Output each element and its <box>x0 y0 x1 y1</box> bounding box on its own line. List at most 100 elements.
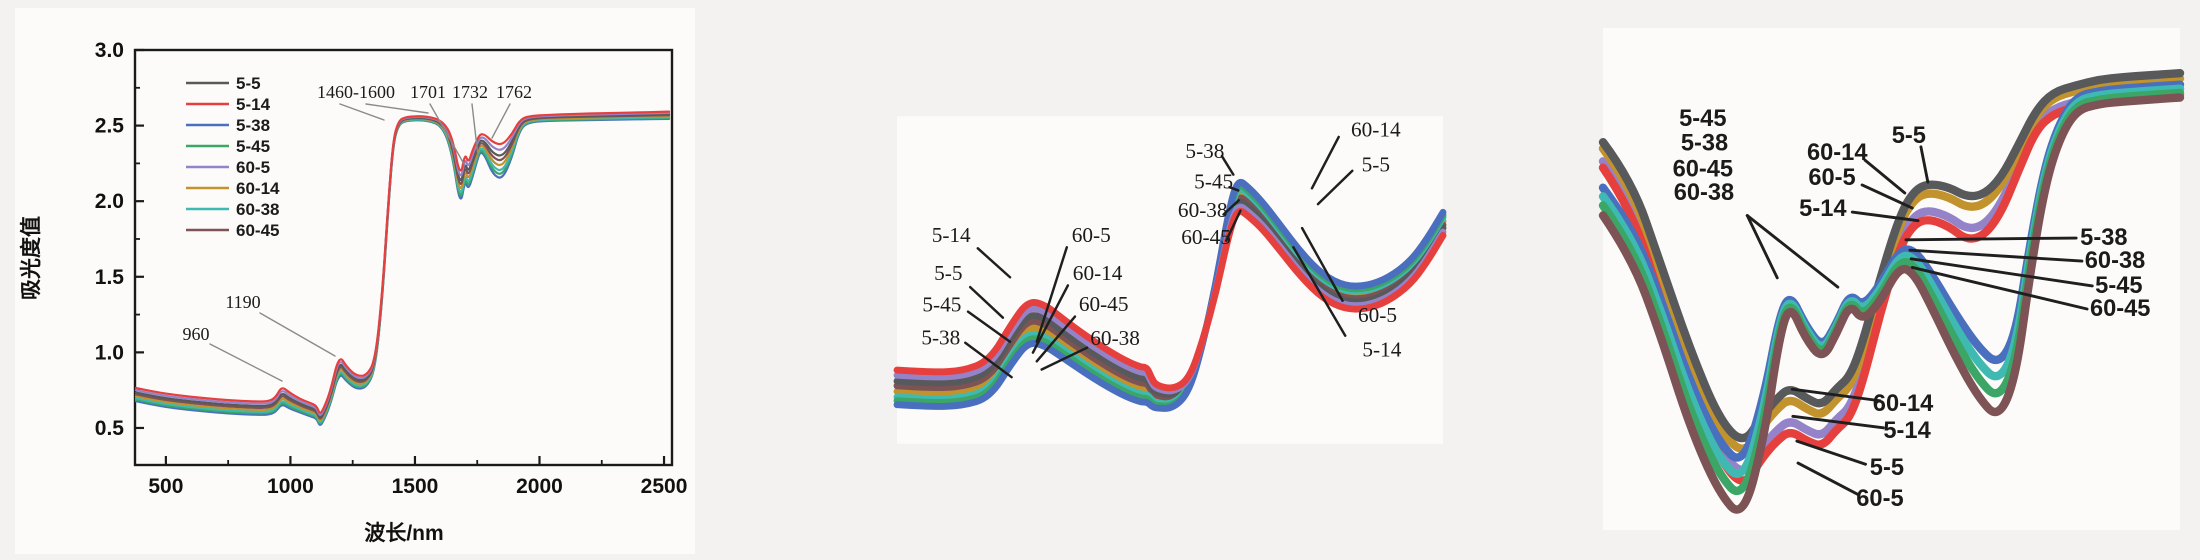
callout-leader-line <box>1220 154 1235 176</box>
callout-label: 60-14 <box>1351 117 1401 141</box>
callout-leader-line <box>1745 214 1779 280</box>
callout-label: 60-38 <box>1178 198 1228 222</box>
axes-frame <box>133 48 674 467</box>
callout-leader-line <box>968 285 1005 319</box>
callout-leader-line <box>1292 246 1347 337</box>
curve-60-45 <box>1598 93 2185 514</box>
callout-label: 5-38 <box>2080 225 2127 251</box>
callout-leader-line <box>1790 387 1882 403</box>
callout-label: 60-45 <box>1181 225 1231 249</box>
curve-5-14 <box>893 207 1447 392</box>
legend-label-5-45: 5-45 <box>236 137 270 156</box>
legend-label-60-5: 60-5 <box>236 158 270 177</box>
full-spectrum-panel: 500 1000 1500 2000 2500 0.5 1.0 1.5 2.0 2.5 3.0 波长/… <box>15 8 695 554</box>
callout-label: 5-45 <box>1194 169 1233 193</box>
callout-leader-line <box>339 103 385 121</box>
y-tick-label: 3.0 <box>95 39 124 62</box>
x-tick-label: 2500 <box>641 475 688 498</box>
legend-label-60-14: 60-14 <box>236 179 280 198</box>
x-tick-label: 2000 <box>516 475 563 498</box>
callout-leader-line <box>1310 135 1340 190</box>
x-tick-label: 500 <box>148 475 183 498</box>
callout-leader-line <box>1316 169 1354 206</box>
callout-leader-line <box>1908 248 2084 263</box>
zoom-inset-panel-1: 5-14 5-5 5-45 5-38 60-5 60-14 60-45 60-38 5-38 5-… <box>893 116 1447 444</box>
legend-label-5-14: 5-14 <box>236 95 271 114</box>
callout-label: 5-14 <box>1799 196 1847 222</box>
callout-label: 1732 <box>452 82 488 102</box>
callout-leader-line <box>1795 439 1867 466</box>
callout-leader-line <box>1300 226 1344 302</box>
callout-leader-line <box>365 103 429 114</box>
callout-leader-line <box>209 343 283 382</box>
callout-label: 60-14 <box>1073 261 1123 285</box>
callout-leader-line <box>1850 210 1920 223</box>
callout-label: 60-45 <box>2090 296 2150 322</box>
panel-background <box>15 8 695 554</box>
zoom-inset-panel-2: 5-455-3860-4560-3860-145-560-55-145-3860… <box>1598 28 2185 530</box>
callout-label: 5-38 <box>921 325 960 349</box>
callout-label: 60-5 <box>1856 486 1903 512</box>
callout-label: 60-45 <box>1079 292 1129 316</box>
callout-leader-line <box>1222 199 1241 216</box>
callout-label: 5-14 <box>1883 418 1931 444</box>
callout-leader-line <box>976 247 1012 279</box>
callout-leader-line <box>1863 158 1907 195</box>
callout-label: 1701 <box>410 82 446 102</box>
callout-label: 1762 <box>496 82 532 102</box>
callout-leader-line <box>1228 185 1240 192</box>
legend-label-5-38: 5-38 <box>236 116 270 135</box>
callout-label: 60-38 <box>1090 326 1140 350</box>
callout-label: 60-38 <box>1674 180 1734 206</box>
callout-label: 5-5 <box>1362 152 1390 176</box>
y-tick-label: 1.0 <box>95 341 124 364</box>
y-tick-label: 1.5 <box>95 266 125 289</box>
callout-label: 60-5 <box>1072 223 1111 247</box>
callout-label: 60-14 <box>1873 391 1934 417</box>
legend-label-60-45: 60-45 <box>236 221 279 240</box>
curve-5-38 <box>893 178 1447 412</box>
callout-label: 960 <box>183 324 210 344</box>
callout-label: 60-14 <box>1807 140 1868 166</box>
callout-label: 60-5 <box>1808 165 1855 191</box>
callout-label: 5-38 <box>1681 130 1728 156</box>
callout-label: 1190 <box>225 292 260 312</box>
callout-leader-line <box>1225 209 1242 242</box>
callout-leader-line <box>1031 284 1070 354</box>
callout-label: 5-5 <box>1892 123 1926 149</box>
callout-label: 1460-1600 <box>317 82 395 102</box>
callout-leader-line <box>471 103 479 157</box>
callout-label: 60-45 <box>1673 156 1733 182</box>
callout-label: 5-45 <box>2095 273 2142 299</box>
callout-leader-line <box>1791 414 1885 430</box>
callout-label: 60-38 <box>2085 248 2145 274</box>
x-tick-label: 1000 <box>267 475 314 498</box>
callout-label: 5-5 <box>934 261 962 285</box>
callout-leader-line <box>1919 145 1930 184</box>
legend-label-5-5: 5-5 <box>236 74 261 93</box>
callout-leader-line <box>259 312 336 357</box>
x-axis-title: 波长/nm <box>364 521 443 545</box>
callout-leader-line <box>1860 183 1914 210</box>
x-tick-label: 1500 <box>392 475 439 498</box>
callout-label: 5-5 <box>1870 455 1904 481</box>
y-tick-label: 2.5 <box>95 115 125 138</box>
curve-5-14 <box>134 110 671 414</box>
y-tick-label: 0.5 <box>95 417 125 440</box>
curve-5-5 <box>1598 69 2185 443</box>
callout-leader-line <box>429 103 465 165</box>
callout-leader-line <box>1745 214 1840 289</box>
callout-leader-line <box>1040 346 1089 371</box>
callout-leader-line <box>1035 315 1077 363</box>
callout-leader-line <box>1910 266 2089 311</box>
callout-leader-line <box>966 310 1012 343</box>
legend-label-60-38: 60-38 <box>236 200 279 219</box>
y-tick-label: 2.0 <box>95 190 124 213</box>
callout-label: 5-45 <box>1679 106 1726 132</box>
callout-label: 5-14 <box>1362 337 1401 361</box>
callout-leader-line <box>1796 461 1861 497</box>
callout-label: 5-38 <box>1185 139 1224 163</box>
callout-leader-line <box>491 103 511 139</box>
callout-label: 60-5 <box>1358 303 1397 327</box>
